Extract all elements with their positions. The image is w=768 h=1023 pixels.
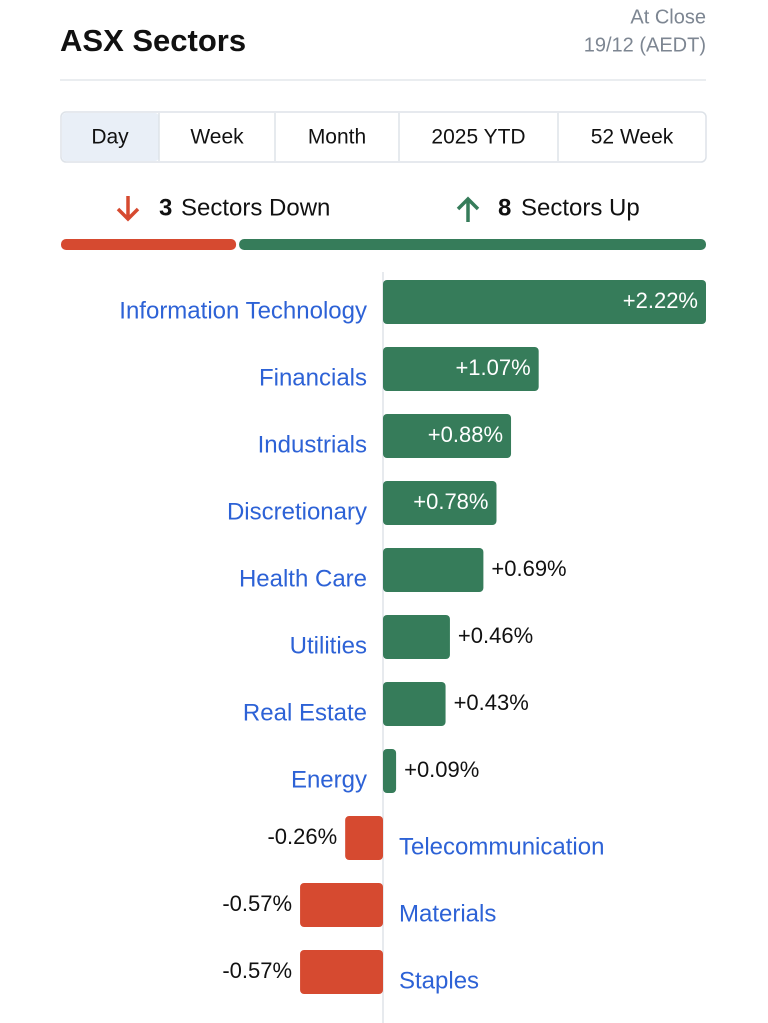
bar (383, 548, 484, 592)
timestamp: 19/12 (AEDT) (584, 34, 706, 56)
tab-selected-bg (62, 113, 159, 161)
tab[interactable]: Week (190, 126, 244, 149)
down-label: Sectors Down (181, 194, 330, 221)
tab[interactable]: Day (91, 126, 129, 149)
bar (383, 347, 539, 391)
up-label: Sectors Up (521, 194, 640, 221)
up-count: 8 (498, 194, 511, 221)
bar (345, 816, 383, 860)
bar (383, 481, 497, 525)
bar (383, 414, 512, 458)
down-arrow (116, 196, 140, 222)
value-label: +0.43% (454, 690, 529, 715)
value-label: +1.07% (455, 355, 530, 380)
value-label: +0.69% (491, 556, 566, 581)
down-count: 3 (159, 194, 172, 221)
bar (383, 749, 397, 793)
category-label[interactable]: Financials (259, 364, 367, 391)
value-label: -0.57% (222, 891, 292, 916)
category-label[interactable]: Real Estate (243, 699, 367, 726)
bar (383, 280, 706, 324)
tab[interactable]: Month (308, 126, 366, 149)
category-label[interactable]: Telecommunication (399, 833, 604, 860)
up-arrow (456, 196, 480, 222)
value-label: +0.46% (458, 623, 533, 648)
value-label: -0.57% (222, 958, 292, 983)
widget-title: ASX Sectors (60, 23, 246, 58)
value-label: -0.26% (267, 824, 337, 849)
breadth-up (239, 239, 706, 250)
category-label[interactable]: Industrials (258, 431, 367, 458)
tab-bar (60, 111, 707, 163)
category-label[interactable]: Materials (399, 900, 496, 927)
category-label[interactable]: Health Care (239, 565, 367, 592)
category-label[interactable]: Discretionary (227, 498, 367, 525)
bar (383, 615, 450, 659)
bar (383, 682, 446, 726)
category-label[interactable]: Utilities (290, 632, 367, 659)
category-label[interactable]: Staples (399, 967, 479, 994)
breadth-down (61, 239, 237, 250)
bar (300, 883, 383, 927)
category-label[interactable]: Information Technology (119, 297, 367, 324)
value-label: +0.88% (428, 422, 503, 447)
category-label[interactable]: Energy (291, 766, 367, 793)
status: At Close (630, 6, 706, 28)
tab[interactable]: 52 Week (591, 126, 674, 149)
tab[interactable]: 2025 YTD (431, 126, 525, 149)
bar (300, 950, 383, 994)
value-label: +0.09% (404, 757, 479, 782)
value-label: +0.78% (413, 489, 488, 514)
value-label: +2.22% (623, 288, 698, 313)
